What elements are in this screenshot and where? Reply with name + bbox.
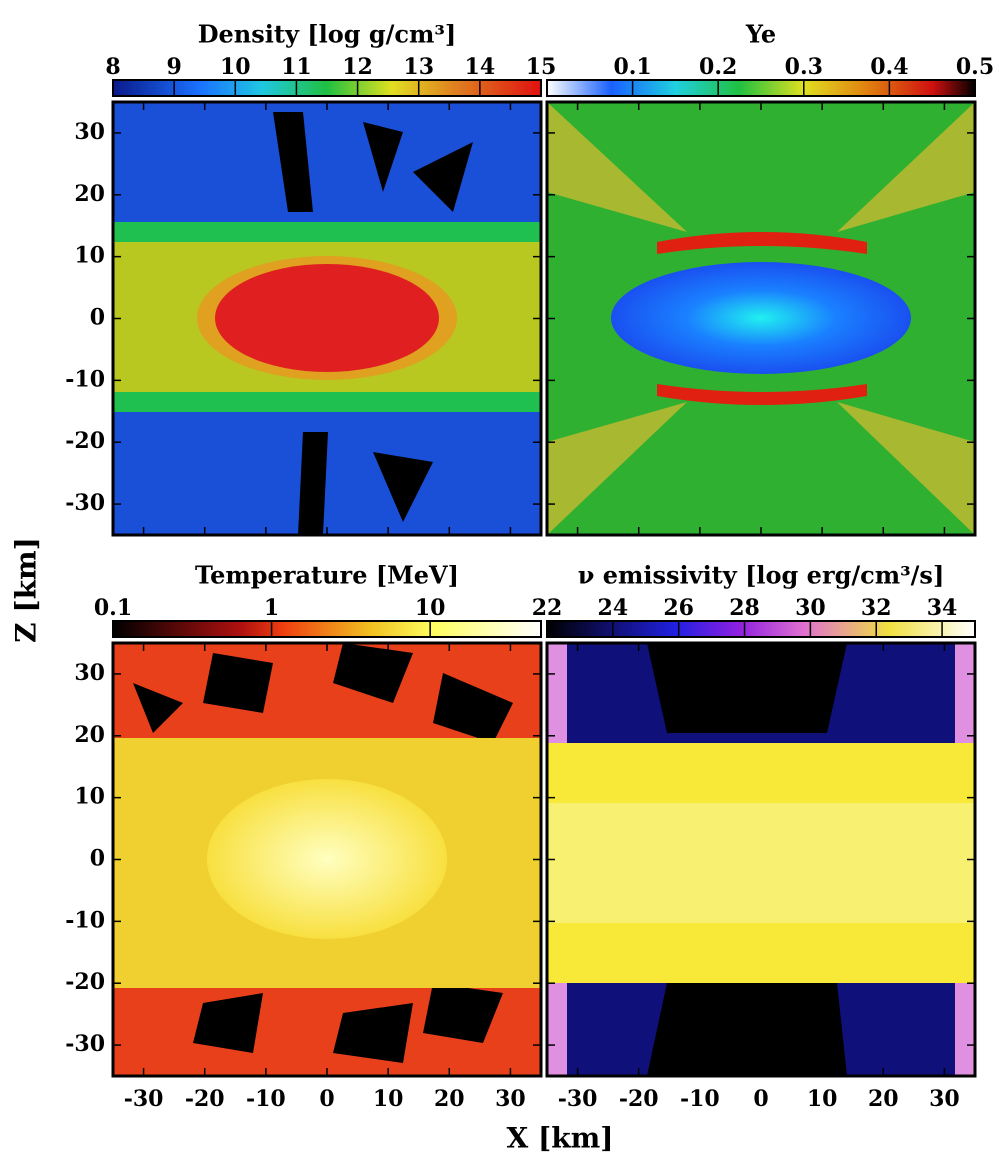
y-tick-label: -30 — [65, 1031, 105, 1057]
y-tick-label: -20 — [65, 428, 105, 454]
y-tick-label: 30 — [74, 660, 105, 686]
y-tick-label: 20 — [74, 722, 105, 748]
density-map — [113, 102, 541, 535]
y-tick-label: 10 — [74, 784, 105, 810]
y-axis-label: Z [km] — [10, 537, 43, 643]
colorbar-tick-label: 1 — [264, 595, 279, 621]
y-tick-label: 0 — [90, 305, 105, 331]
colorbar-tick-label: 10 — [220, 54, 251, 80]
colorbar — [112, 79, 542, 97]
temperature-map — [113, 643, 541, 1076]
colorbar — [112, 620, 542, 638]
ye-map — [547, 102, 975, 535]
colorbar — [546, 620, 976, 638]
x-tick-label: -10 — [680, 1086, 720, 1112]
colorbar-tick-label: 30 — [795, 595, 826, 621]
x-tick-label: 30 — [929, 1086, 960, 1112]
panel-title: ν emissivity [log erg/cm³/s] — [578, 561, 945, 590]
colorbar-tick-label: 8 — [105, 54, 120, 80]
x-tick-label: 10 — [807, 1086, 838, 1112]
x-tick-label: -10 — [246, 1086, 286, 1112]
y-tick-label: 10 — [74, 243, 105, 269]
y-tick-label: 20 — [74, 181, 105, 207]
y-tick-label: 0 — [90, 846, 105, 872]
x-tick-label: 0 — [753, 1086, 768, 1112]
colorbar-tick-label: 22 — [532, 595, 563, 621]
colorbar-tick-label: 34 — [927, 595, 958, 621]
colorbar-tick-label: 0.4 — [870, 54, 908, 80]
x-tick-label: -30 — [558, 1086, 598, 1112]
x-tick-label: -30 — [124, 1086, 164, 1112]
x-axis-label: X [km] — [507, 1122, 614, 1155]
colorbar-tick-label: 32 — [861, 595, 892, 621]
colorbar-tick-label: 26 — [663, 595, 694, 621]
colorbar-tick-label: 15 — [526, 54, 557, 80]
colorbar-tick-label: 0.3 — [785, 54, 823, 80]
x-tick-label: 20 — [868, 1086, 899, 1112]
colorbar-tick-label: 12 — [342, 54, 373, 80]
panel-title: Density [log g/cm³] — [198, 20, 457, 49]
x-tick-label: -20 — [185, 1086, 225, 1112]
colorbar — [546, 79, 976, 97]
x-tick-label: 0 — [319, 1086, 334, 1112]
y-tick-label: -20 — [65, 969, 105, 995]
y-tick-label: -10 — [65, 907, 105, 933]
colorbar-tick-label: 13 — [403, 54, 434, 80]
colorbar-tick-label: 0.5 — [956, 54, 994, 80]
x-tick-label: 30 — [495, 1086, 526, 1112]
colorbar-tick-label: 0.1 — [94, 595, 132, 621]
y-tick-label: -10 — [65, 366, 105, 392]
y-tick-label: -30 — [65, 490, 105, 516]
colorbar-tick-label: 0.1 — [613, 54, 651, 80]
y-tick-label: 30 — [74, 119, 105, 145]
x-tick-label: 10 — [373, 1086, 404, 1112]
x-tick-label: 20 — [434, 1086, 465, 1112]
panel-title: Temperature [MeV] — [195, 561, 459, 590]
colorbar-tick-label: 0.2 — [699, 54, 737, 80]
colorbar-tick-label: 9 — [166, 54, 181, 80]
emissivity-map — [547, 643, 975, 1076]
colorbar-tick-label: 10 — [415, 595, 446, 621]
colorbar-tick-label: 28 — [729, 595, 760, 621]
colorbar-tick-label: 24 — [598, 595, 629, 621]
panel-title: Ye — [745, 20, 776, 49]
colorbar-tick-label: 14 — [465, 54, 496, 80]
x-tick-label: -20 — [619, 1086, 659, 1112]
colorbar-tick-label: 11 — [281, 54, 312, 80]
